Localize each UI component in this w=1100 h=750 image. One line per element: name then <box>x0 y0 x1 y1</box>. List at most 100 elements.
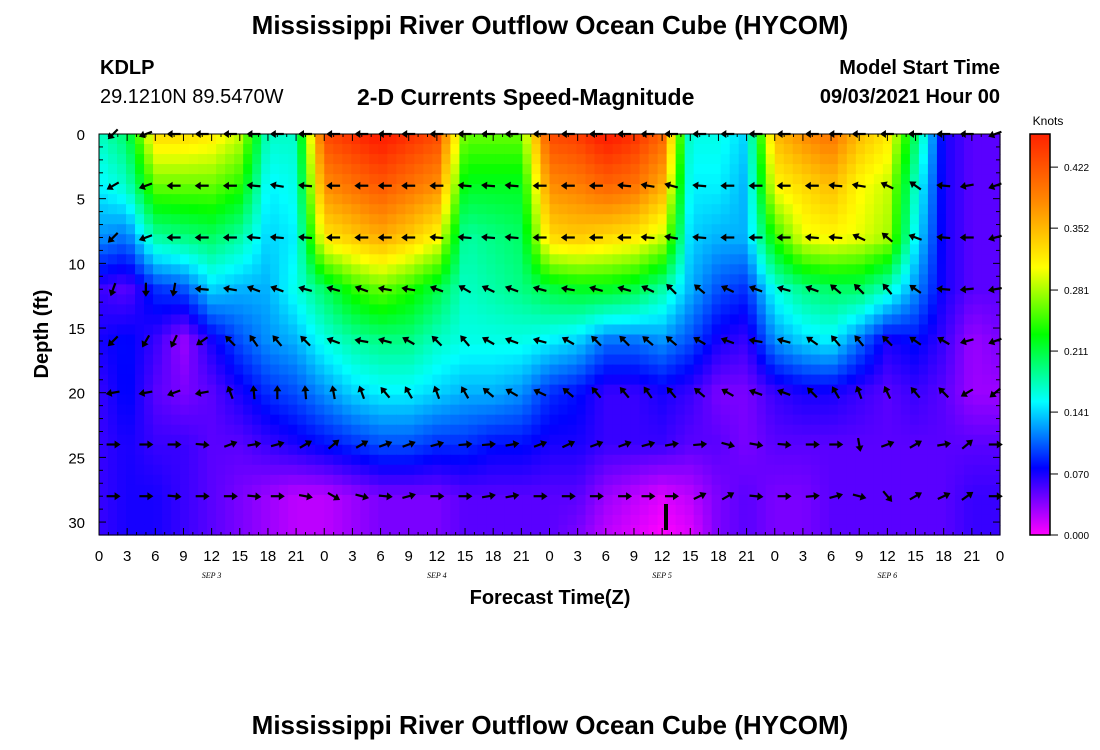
heatmap-cell <box>162 394 172 406</box>
heatmap-cell <box>630 324 641 336</box>
heatmap-cell <box>180 324 190 336</box>
heatmap-cell <box>657 304 668 316</box>
arrow-head <box>673 492 679 501</box>
heatmap-cell <box>666 254 677 265</box>
heatmap-cell <box>792 334 803 346</box>
heatmap-cell <box>351 314 361 326</box>
heatmap-cell <box>846 364 857 376</box>
heatmap-cell <box>513 214 524 225</box>
heatmap-cell <box>945 354 956 366</box>
heatmap-cell <box>171 264 181 275</box>
heatmap-cell <box>738 154 749 165</box>
heatmap-cell <box>369 244 379 255</box>
heatmap-cell <box>234 384 244 396</box>
heatmap-cell <box>702 184 713 195</box>
heatmap-cell <box>171 254 181 265</box>
heatmap-cell <box>243 144 253 155</box>
heatmap-cell <box>234 184 244 195</box>
heatmap-cell <box>396 414 406 426</box>
heatmap-cell <box>297 134 307 145</box>
heatmap-cell <box>738 334 749 346</box>
heatmap-cell <box>990 304 1001 316</box>
heatmap-cell <box>783 134 794 145</box>
heatmap-cell <box>495 404 506 416</box>
heatmap-cell <box>738 344 749 356</box>
heatmap-cell <box>882 434 893 446</box>
heatmap-cell <box>585 184 596 195</box>
heatmap-cell <box>783 184 794 195</box>
heatmap-cell <box>324 444 334 456</box>
heatmap-cell <box>189 374 199 386</box>
arrow-head <box>457 181 464 190</box>
current-arrow <box>138 234 153 242</box>
heatmap-cell <box>297 224 307 235</box>
heatmap-cell <box>594 164 605 175</box>
heatmap-cell <box>423 344 433 356</box>
heatmap-cell <box>387 324 397 336</box>
heatmap-cell <box>423 414 433 426</box>
current-arrow <box>532 336 547 345</box>
heatmap-cell <box>342 364 352 376</box>
heatmap-cell <box>324 154 334 165</box>
heatmap-cell <box>252 174 262 185</box>
heatmap-cell <box>945 484 956 496</box>
heatmap-cell <box>180 424 190 436</box>
heatmap-cell <box>468 464 479 476</box>
heatmap-cell <box>351 424 361 436</box>
heatmap-cell <box>513 134 524 145</box>
heatmap-cell <box>432 314 442 326</box>
heatmap-cell <box>747 294 758 306</box>
heatmap-cell <box>774 394 785 406</box>
heatmap-cell <box>873 504 884 516</box>
heatmap-cell <box>477 424 488 436</box>
heatmap-cell <box>504 304 515 316</box>
heatmap-cell <box>810 474 821 486</box>
heatmap-cell <box>837 244 848 255</box>
heatmap-cell <box>126 184 136 195</box>
heatmap-cell <box>279 444 289 456</box>
heatmap-cell <box>918 134 929 145</box>
current-arrow <box>141 334 151 348</box>
heatmap-cell <box>225 444 235 456</box>
heatmap-cell <box>270 424 280 436</box>
heatmap-cell <box>819 484 830 496</box>
heatmap-cell <box>873 194 884 205</box>
heatmap-cell <box>243 494 253 506</box>
heatmap-cell <box>594 294 605 306</box>
y-tick-label: 30 <box>68 515 85 532</box>
heatmap-cell <box>702 324 713 336</box>
heatmap-cell <box>180 454 190 466</box>
heatmap-cell <box>486 404 497 416</box>
heatmap-cell <box>945 394 956 406</box>
heatmap-cell <box>693 324 704 336</box>
heatmap-cell <box>171 474 181 486</box>
heatmap-cell <box>792 394 803 406</box>
heatmap-cell <box>630 144 641 155</box>
heatmap-cell <box>315 244 325 255</box>
heatmap-cell <box>900 524 911 536</box>
heatmap-cell <box>504 524 515 536</box>
heatmap-cell <box>630 204 641 215</box>
heatmap-cell <box>648 204 659 215</box>
heatmap-cell <box>576 304 587 316</box>
heatmap-cell <box>945 324 956 336</box>
heatmap-cell <box>648 184 659 195</box>
heatmap-cell <box>162 454 172 466</box>
heatmap-cell <box>855 514 866 526</box>
heatmap-cell <box>369 214 379 225</box>
heatmap-cell <box>738 144 749 155</box>
heatmap-cell <box>477 174 488 185</box>
heatmap-cell <box>630 234 641 245</box>
heatmap-cell <box>981 344 992 356</box>
heatmap-cell <box>423 484 433 496</box>
current-arrow <box>806 387 818 399</box>
heatmap-cell <box>198 384 208 396</box>
heatmap-cell <box>594 214 605 225</box>
heatmap-cell <box>531 404 542 416</box>
current-arrow <box>618 440 632 448</box>
heatmap-cell <box>639 184 650 195</box>
heatmap-cell <box>576 274 587 285</box>
heatmap-cell <box>306 144 316 155</box>
heatmap-cell <box>414 414 424 426</box>
heatmap-cell <box>423 424 433 436</box>
